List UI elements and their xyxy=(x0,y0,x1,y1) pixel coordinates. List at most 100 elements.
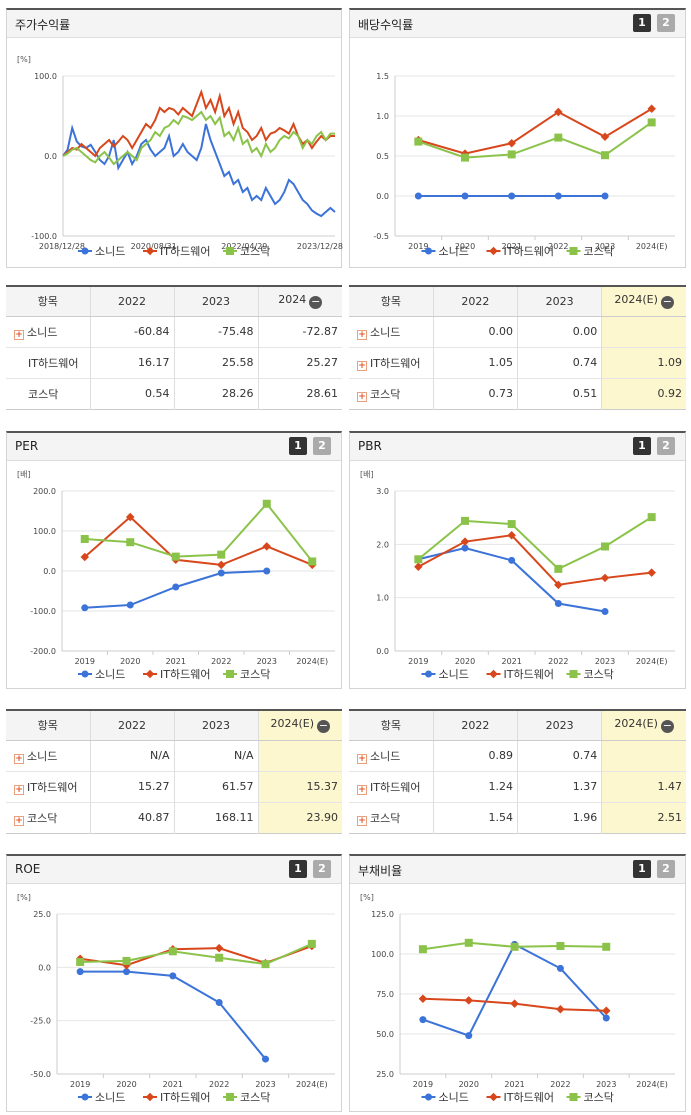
table-row: IT하드웨어 16.17 25.58 25.27 xyxy=(6,346,342,378)
data-point xyxy=(308,557,317,566)
row-name: 코스닥 xyxy=(370,811,401,825)
data-point xyxy=(556,964,564,972)
column-header: 2022 xyxy=(89,286,174,317)
expand-plus-icon[interactable]: + xyxy=(357,815,367,826)
legend-marker xyxy=(569,1093,578,1101)
chart-toggle-2-button[interactable]: 2 xyxy=(313,860,331,878)
legend-item: 코스닥 xyxy=(566,668,614,681)
chart-toggle-1-button[interactable]: 1 xyxy=(633,14,651,32)
legend-marker xyxy=(145,1092,155,1102)
data-point xyxy=(414,555,423,564)
expand-plus-icon[interactable]: + xyxy=(14,784,24,795)
expand-plus-icon[interactable]: + xyxy=(357,360,367,371)
dividend-chart: 1.5 1.0 0.5 0.0 -0.5 2019 2020 2021 2022 2023 2024… xyxy=(373,72,675,258)
data-point xyxy=(554,133,563,142)
expand-plus-icon[interactable]: + xyxy=(14,753,24,764)
chart-toggle-2-button[interactable]: 2 xyxy=(313,437,331,455)
collapse-icon[interactable]: − xyxy=(317,719,331,734)
x-tick-label: 2023 xyxy=(595,242,615,251)
y-tick-label: 0.0 xyxy=(38,963,51,972)
x-tick-label: 2023 xyxy=(595,657,615,666)
chart-toggle-1-button[interactable]: 1 xyxy=(289,437,307,455)
table-row: + 코스닥 1.54 1.96 2.51 xyxy=(349,801,686,833)
panel-title: 주가수익률 xyxy=(15,18,71,32)
legend-marker xyxy=(569,247,578,255)
data-point xyxy=(601,192,609,200)
data-point xyxy=(510,942,519,951)
data-point xyxy=(214,943,224,953)
table-cell: 0.73 xyxy=(432,377,518,409)
table-cell: 15.37 xyxy=(257,770,342,802)
collapse-icon[interactable]: − xyxy=(660,719,674,734)
x-tick-label: 2024(E) xyxy=(636,657,668,666)
x-tick-label: 2019 xyxy=(75,657,95,666)
series-line-0 xyxy=(422,943,607,1037)
chart-toggle-2-button[interactable]: 2 xyxy=(657,860,675,878)
row-label: 코스닥 xyxy=(6,377,90,409)
data-point xyxy=(600,132,610,142)
debt-ratio-chart: [%] 125.0 100.0 75.0 50.0 25.0 2019 2020 2021 202… xyxy=(360,893,675,1104)
legend-label: IT하드웨어 xyxy=(504,667,554,681)
table-cell: 0.92 xyxy=(601,377,686,409)
row-label: + 코스닥 xyxy=(349,377,434,409)
table-cell xyxy=(601,739,686,771)
legend-label: IT하드웨어 xyxy=(160,667,210,681)
series-line-2 xyxy=(418,121,653,159)
legend-item: IT하드웨어 xyxy=(143,1090,210,1104)
table-cell: 15.27 xyxy=(89,770,174,802)
chart-toggle-2-button[interactable]: 2 xyxy=(657,14,675,32)
legend-label: 코스닥 xyxy=(240,245,270,258)
expand-plus-icon[interactable]: + xyxy=(357,329,367,340)
expand-plus-icon[interactable]: + xyxy=(357,784,367,795)
row-name: 소니드 xyxy=(27,325,58,339)
data-point xyxy=(461,544,469,552)
legend-marker xyxy=(425,1093,432,1101)
x-tick-label: 2021 xyxy=(163,1080,183,1089)
chart-toggle-1-button[interactable]: 1 xyxy=(289,860,307,878)
column-header: 2024(E) − xyxy=(601,286,686,317)
chart-toggle-1-button[interactable]: 1 xyxy=(633,437,651,455)
panel-title: ROE xyxy=(15,862,41,876)
data-point xyxy=(510,999,519,1008)
row-label: IT하드웨어 xyxy=(6,346,90,378)
row-label: + IT하드웨어 xyxy=(349,770,434,802)
x-tick-label: 2020 xyxy=(116,1080,136,1089)
chart-toggle-1-button[interactable]: 1 xyxy=(633,860,651,878)
column-header: 항목 xyxy=(6,710,90,741)
expand-plus-icon[interactable]: + xyxy=(14,329,24,340)
table-cell: 0.89 xyxy=(432,739,518,771)
column-header: 2022 xyxy=(432,286,518,317)
table-cell: 40.87 xyxy=(89,801,174,833)
per-panel: PER 1 2 [배] 200.0 100.0 0.0 -100.0 -200.0 2019… xyxy=(6,431,342,689)
data-point xyxy=(126,601,134,609)
data-point xyxy=(647,513,656,522)
data-point xyxy=(122,956,131,965)
y-tick-label: 25.0 xyxy=(376,1070,394,1079)
row-name: IT하드웨어 xyxy=(370,780,421,794)
x-tick-label: 2023 xyxy=(255,1080,275,1089)
expand-plus-icon[interactable]: + xyxy=(357,391,367,402)
row-name: 코스닥 xyxy=(27,811,58,825)
expand-plus-icon[interactable]: + xyxy=(14,815,24,826)
y-tick-label: 75.0 xyxy=(376,990,394,999)
table-row: 코스닥 0.54 28.26 28.61 xyxy=(6,377,342,409)
column-header-label: 2024(E) xyxy=(614,717,658,731)
data-point xyxy=(172,583,180,591)
table-row: + IT하드웨어 1.05 0.74 1.09 xyxy=(349,346,686,378)
column-header: 2024(E) − xyxy=(601,710,686,741)
collapse-icon[interactable]: − xyxy=(309,295,323,310)
series-line-2 xyxy=(417,516,653,571)
x-tick-label: 2024(E) xyxy=(296,657,328,666)
expand-plus-icon[interactable]: + xyxy=(357,753,367,764)
table-cell: 0.74 xyxy=(516,739,602,771)
collapse-icon[interactable]: − xyxy=(660,295,674,310)
data-point xyxy=(168,947,177,956)
legend-item: 소니드 xyxy=(78,1091,125,1104)
data-point xyxy=(602,942,611,951)
chart-toggle-2-button[interactable]: 2 xyxy=(657,437,675,455)
data-point xyxy=(461,516,469,525)
x-tick-label: 2020 xyxy=(120,657,140,666)
column-header: 항목 xyxy=(349,286,434,317)
legend-label: 코스닥 xyxy=(240,668,270,681)
column-header: 2024(E) − xyxy=(257,710,342,741)
